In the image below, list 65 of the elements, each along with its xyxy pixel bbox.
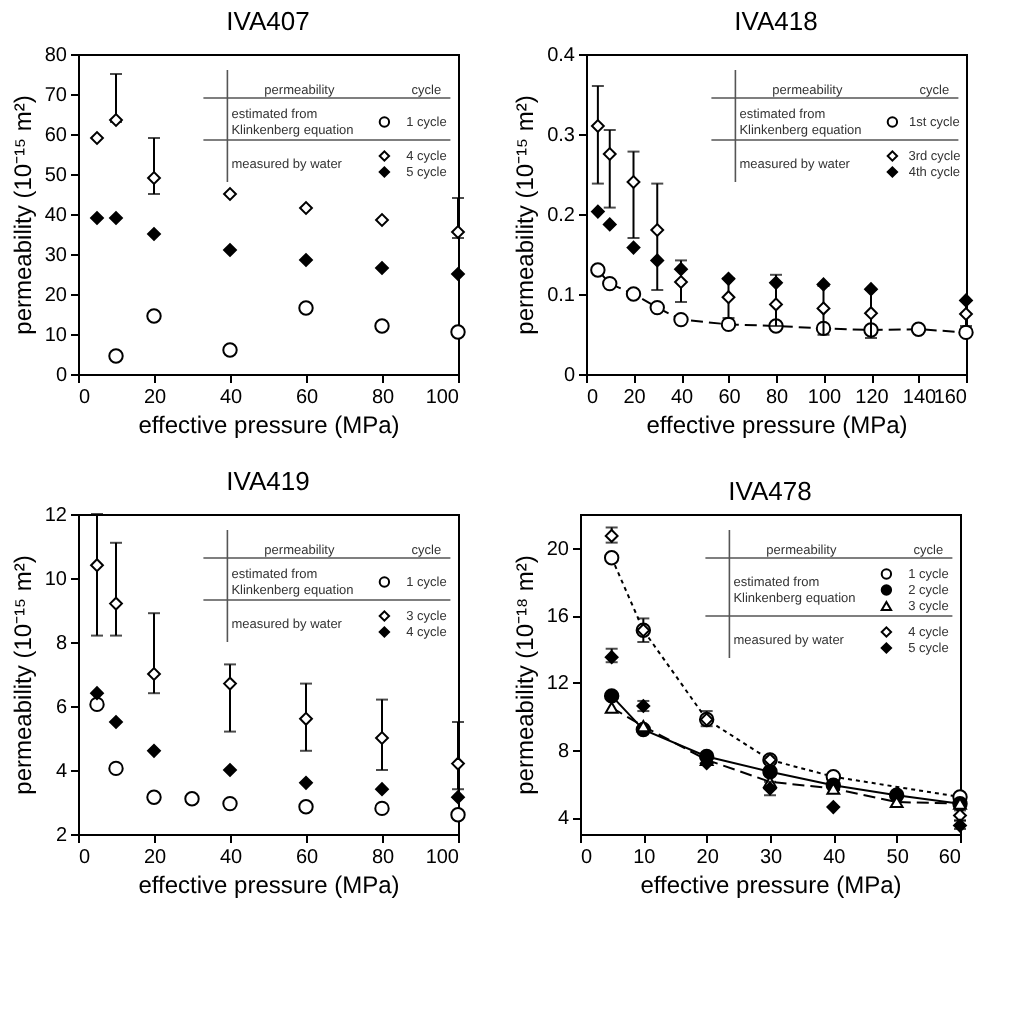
x-tick-label: 10 bbox=[633, 847, 657, 869]
x-axis-title: effective pressure (MPa) bbox=[138, 411, 400, 439]
y-tick-label: 30 bbox=[44, 245, 68, 267]
x-tick-label: 80 bbox=[765, 387, 789, 409]
y-tick-label: 20 bbox=[546, 538, 570, 561]
y-tick-label: 0.2 bbox=[547, 205, 576, 227]
y-tick-label: 8 bbox=[557, 740, 570, 763]
y-tick-label: 8 bbox=[55, 633, 68, 655]
y-tick-label: 0.4 bbox=[547, 45, 576, 67]
x-tick-label: 0 bbox=[79, 387, 91, 409]
y-tick-label: 0.3 bbox=[547, 125, 576, 147]
x-tick-label: 100 bbox=[807, 387, 843, 409]
x-tick-label: 160 bbox=[933, 387, 968, 409]
x-tick-label: 40 bbox=[823, 847, 847, 869]
x-tick-label: 20 bbox=[623, 387, 647, 409]
x-tick-label: 30 bbox=[759, 847, 783, 869]
y-tick-label: 10 bbox=[44, 569, 68, 591]
y-tick-label: 50 bbox=[44, 165, 68, 187]
y-tick-label: 2 bbox=[55, 825, 68, 847]
x-axis-title: effective pressure (MPa) bbox=[640, 871, 902, 899]
y-axis-title: permeability (10⁻¹⁵ m²) bbox=[8, 555, 37, 795]
x-tick-label: 120 bbox=[855, 387, 890, 409]
x-tick-label: 100 bbox=[425, 847, 460, 869]
y-tick-label: 12 bbox=[546, 673, 570, 696]
chart-title: IVA407 bbox=[226, 6, 310, 36]
y-tick-label: 6 bbox=[55, 697, 68, 719]
y-tick-label: 0 bbox=[55, 365, 68, 387]
y-tick-label: 80 bbox=[44, 45, 68, 67]
y-tick-label: 0.1 bbox=[547, 285, 576, 307]
x-tick-label: 140 bbox=[902, 387, 938, 409]
x-axis-title: effective pressure (MPa) bbox=[138, 871, 400, 899]
chart-title: IVA478 bbox=[728, 476, 812, 506]
x-tick-label: 80 bbox=[371, 847, 395, 869]
x-tick-label: 0 bbox=[79, 847, 91, 869]
y-tick-label: 10 bbox=[44, 325, 68, 347]
x-tick-label: 40 bbox=[219, 387, 243, 409]
x-tick-label: 100 bbox=[425, 387, 460, 409]
y-axis-title: permeability (10⁻¹⁵ m²) bbox=[511, 95, 540, 335]
x-tick-label: 40 bbox=[219, 847, 243, 869]
x-tick-label: 50 bbox=[886, 847, 910, 869]
y-tick-label: 16 bbox=[546, 606, 570, 629]
x-tick-label: 0 bbox=[587, 387, 599, 409]
y-tick-label: 70 bbox=[44, 85, 68, 107]
x-tick-label: 20 bbox=[143, 387, 167, 409]
y-tick-label: 20 bbox=[44, 285, 68, 307]
y-tick-label: 60 bbox=[44, 125, 68, 147]
x-axis-title: effective pressure (MPa) bbox=[646, 411, 908, 439]
y-tick-label: 0 bbox=[563, 365, 576, 387]
x-tick-label: 40 bbox=[670, 387, 694, 409]
y-axis-title: permeability (10⁻¹⁸ m²) bbox=[510, 555, 539, 795]
y-tick-label: 4 bbox=[55, 761, 68, 783]
chart-title: IVA418 bbox=[734, 6, 818, 36]
y-axis-title: permeability (10⁻¹⁵ m²) bbox=[8, 95, 37, 335]
x-tick-label: 60 bbox=[718, 387, 742, 409]
y-tick-label: 12 bbox=[44, 505, 68, 527]
chart-title: IVA419 bbox=[226, 466, 310, 496]
x-tick-label: 20 bbox=[143, 847, 167, 869]
x-tick-label: 60 bbox=[938, 847, 962, 869]
x-tick-label: 0 bbox=[581, 847, 593, 869]
x-tick-label: 80 bbox=[371, 387, 395, 409]
x-tick-label: 60 bbox=[295, 847, 319, 869]
y-tick-label: 4 bbox=[557, 808, 570, 831]
x-tick-label: 60 bbox=[295, 387, 319, 409]
y-tick-label: 40 bbox=[44, 205, 68, 227]
x-tick-label: 20 bbox=[696, 847, 720, 869]
